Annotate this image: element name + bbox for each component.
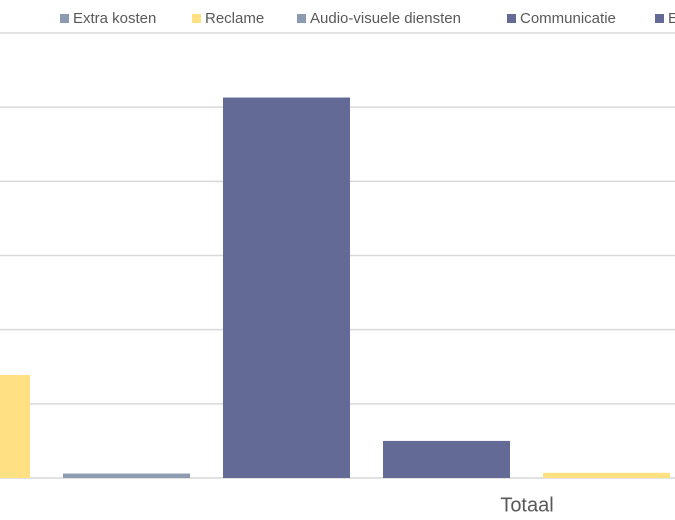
bar	[543, 472, 670, 478]
legend-swatch	[192, 14, 201, 23]
legend-label: Extra kosten	[73, 10, 156, 27]
bar	[63, 473, 190, 478]
legend-swatch	[297, 14, 306, 23]
x-tick-label: Totaal	[500, 494, 553, 516]
bar	[0, 374, 30, 478]
bar	[383, 440, 510, 478]
legend-label: Audio-visuele diensten	[310, 10, 461, 27]
legend-label: E	[668, 10, 675, 27]
legend-label: Reclame	[205, 10, 264, 27]
legend-swatch	[60, 14, 69, 23]
legend-swatch	[507, 14, 516, 23]
bar	[223, 97, 350, 479]
legend-swatch	[655, 14, 664, 23]
legend-label: Communicatie	[520, 10, 616, 27]
